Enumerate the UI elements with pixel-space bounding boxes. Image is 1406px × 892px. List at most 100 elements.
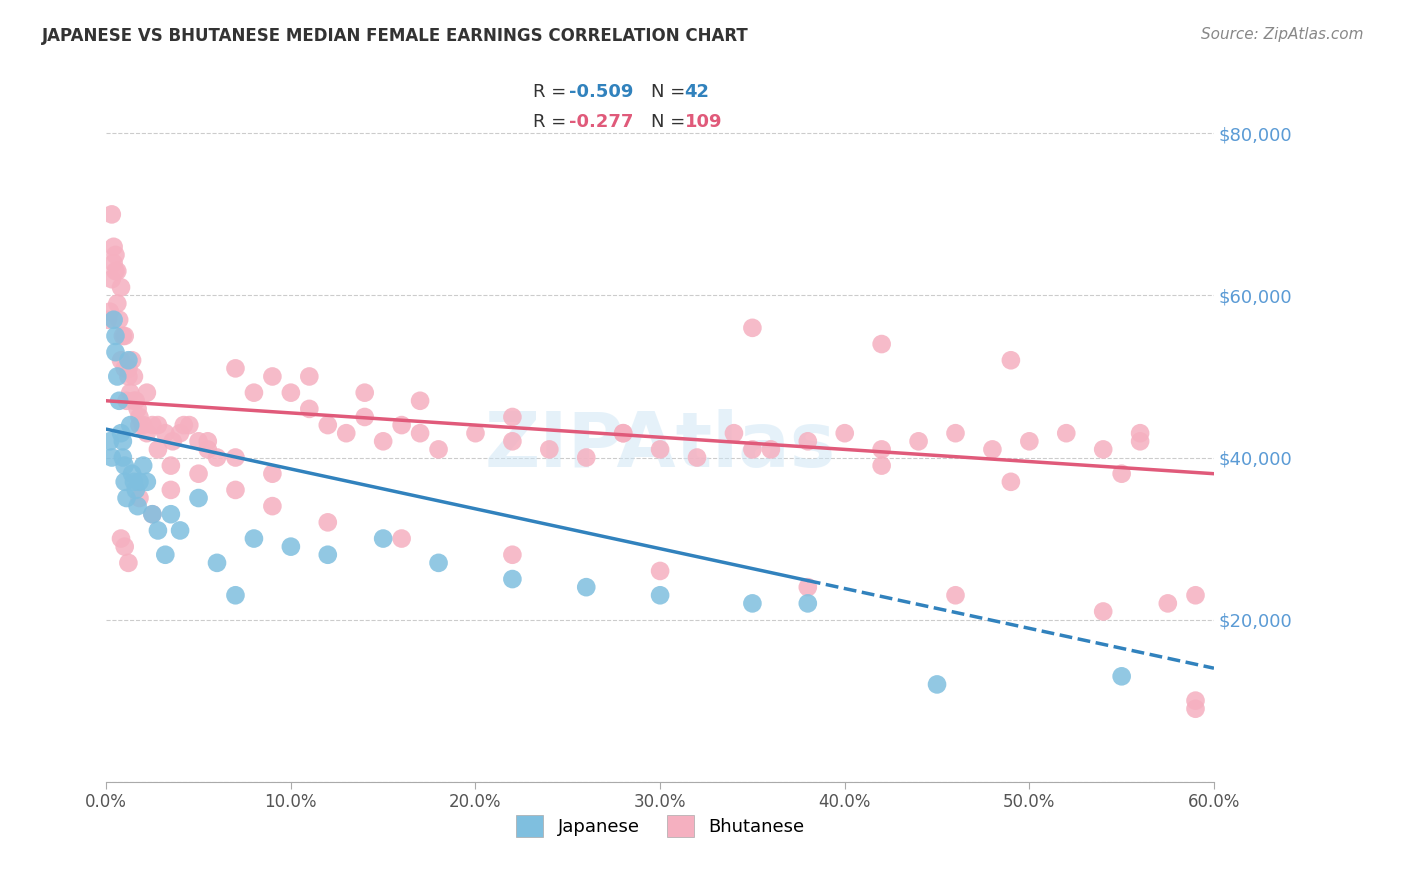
Point bbox=[427, 556, 450, 570]
Point bbox=[108, 393, 131, 408]
Point bbox=[187, 434, 209, 449]
Point bbox=[104, 248, 127, 262]
Point bbox=[110, 353, 132, 368]
Text: R =: R = bbox=[533, 113, 572, 131]
Point bbox=[187, 467, 209, 481]
Point bbox=[110, 426, 132, 441]
Point bbox=[575, 580, 598, 594]
Text: Source: ZipAtlas.com: Source: ZipAtlas.com bbox=[1201, 27, 1364, 42]
Point bbox=[125, 393, 148, 408]
Point bbox=[128, 491, 150, 505]
Point bbox=[759, 442, 782, 457]
Point bbox=[224, 588, 246, 602]
Point bbox=[104, 345, 127, 359]
Point bbox=[105, 296, 128, 310]
Point bbox=[1111, 669, 1133, 683]
Point bbox=[120, 385, 142, 400]
Point bbox=[501, 572, 523, 586]
Point bbox=[741, 596, 763, 610]
Point bbox=[108, 312, 131, 326]
Point bbox=[132, 418, 155, 433]
Point bbox=[224, 483, 246, 497]
Point bbox=[110, 532, 132, 546]
Point bbox=[105, 264, 128, 278]
Point bbox=[1129, 434, 1152, 449]
Point bbox=[197, 442, 219, 457]
Point bbox=[160, 458, 183, 473]
Point bbox=[146, 524, 169, 538]
Text: -0.509: -0.509 bbox=[569, 83, 634, 101]
Point bbox=[100, 450, 122, 465]
Point bbox=[141, 507, 163, 521]
Point bbox=[316, 516, 339, 530]
Point bbox=[169, 524, 191, 538]
Point bbox=[155, 426, 177, 441]
Point bbox=[141, 507, 163, 521]
Point bbox=[316, 418, 339, 433]
Point bbox=[464, 426, 486, 441]
Point bbox=[127, 401, 149, 416]
Point bbox=[187, 491, 209, 505]
Point bbox=[501, 409, 523, 424]
Point bbox=[243, 532, 266, 546]
Point bbox=[870, 442, 893, 457]
Point bbox=[115, 491, 138, 505]
Point bbox=[945, 426, 967, 441]
Point bbox=[122, 369, 145, 384]
Point bbox=[103, 312, 125, 326]
Point bbox=[128, 418, 150, 433]
Point bbox=[280, 540, 302, 554]
Point bbox=[121, 353, 143, 368]
Point bbox=[114, 458, 136, 473]
Point bbox=[797, 434, 820, 449]
Point bbox=[1129, 426, 1152, 441]
Point bbox=[146, 442, 169, 457]
Point bbox=[1184, 693, 1206, 707]
Point bbox=[122, 393, 145, 408]
Point bbox=[741, 442, 763, 457]
Point bbox=[262, 499, 284, 513]
Point bbox=[945, 588, 967, 602]
Point bbox=[1184, 588, 1206, 602]
Point bbox=[1018, 434, 1040, 449]
Point bbox=[834, 426, 856, 441]
Point bbox=[100, 272, 122, 286]
Point bbox=[243, 385, 266, 400]
Point bbox=[114, 540, 136, 554]
Point bbox=[205, 450, 228, 465]
Point bbox=[723, 426, 745, 441]
Point bbox=[114, 475, 136, 489]
Point bbox=[128, 409, 150, 424]
Text: N =: N = bbox=[651, 83, 692, 101]
Point bbox=[114, 361, 136, 376]
Point bbox=[741, 321, 763, 335]
Point bbox=[125, 483, 148, 497]
Point bbox=[427, 442, 450, 457]
Point bbox=[316, 548, 339, 562]
Point bbox=[298, 401, 321, 416]
Point bbox=[120, 418, 142, 433]
Point bbox=[391, 532, 413, 546]
Point bbox=[409, 393, 432, 408]
Point bbox=[155, 548, 177, 562]
Point bbox=[1111, 467, 1133, 481]
Point bbox=[648, 442, 671, 457]
Point bbox=[121, 467, 143, 481]
Point bbox=[373, 532, 395, 546]
Point bbox=[162, 434, 184, 449]
Point bbox=[280, 385, 302, 400]
Point bbox=[110, 280, 132, 294]
Point bbox=[686, 450, 709, 465]
Point bbox=[870, 458, 893, 473]
Point bbox=[648, 564, 671, 578]
Point bbox=[132, 458, 155, 473]
Point bbox=[117, 353, 139, 368]
Point bbox=[1000, 475, 1022, 489]
Point bbox=[224, 450, 246, 465]
Point bbox=[373, 434, 395, 449]
Point bbox=[501, 548, 523, 562]
Point bbox=[797, 596, 820, 610]
Point bbox=[141, 418, 163, 433]
Text: 109: 109 bbox=[685, 113, 721, 131]
Text: R =: R = bbox=[533, 83, 572, 101]
